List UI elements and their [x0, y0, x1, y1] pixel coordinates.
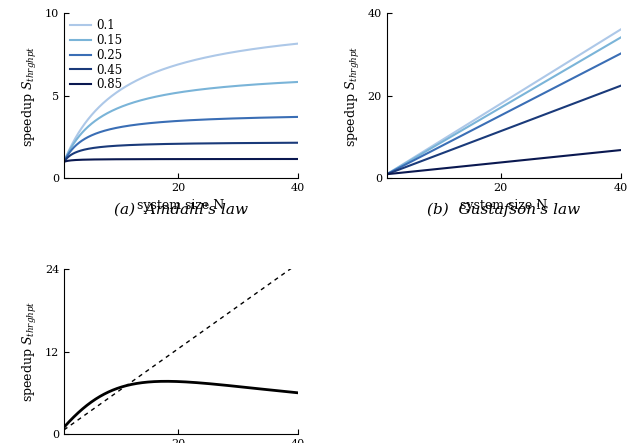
0.15	[102, 112, 109, 117]
0.85	[102, 157, 109, 162]
0.15	[120, 103, 128, 108]
0.1	[120, 85, 128, 90]
0.85	[236, 156, 244, 162]
0.25	[120, 124, 128, 129]
0.1	[198, 56, 205, 61]
Legend: 0.1, 0.15, 0.25, 0.45, 0.85: 0.1, 0.15, 0.25, 0.45, 0.85	[68, 17, 125, 93]
0.25	[102, 128, 109, 133]
0.1	[216, 52, 224, 57]
0.45	[294, 140, 302, 145]
0.45	[102, 144, 109, 149]
X-axis label: system size N: system size N	[460, 199, 547, 212]
0.15	[236, 83, 244, 88]
0.85	[60, 159, 68, 164]
0.15	[294, 79, 302, 85]
0.25	[294, 114, 302, 120]
0.85	[294, 156, 302, 162]
0.45	[216, 140, 224, 146]
Y-axis label: speedup $S_{thrghpt}$: speedup $S_{thrghpt}$	[21, 301, 39, 402]
0.1	[166, 64, 173, 70]
0.25	[236, 116, 244, 121]
0.15	[198, 87, 205, 92]
X-axis label: system size N: system size N	[138, 199, 225, 212]
0.45	[166, 141, 173, 147]
Y-axis label: speedup $S_{thrghpt}$: speedup $S_{thrghpt}$	[344, 45, 362, 147]
Y-axis label: speedup $S_{thrghpt}$: speedup $S_{thrghpt}$	[21, 45, 39, 147]
Text: (b)  Gustafson's law: (b) Gustafson's law	[428, 203, 580, 217]
0.25	[166, 119, 173, 124]
0.25	[216, 116, 224, 121]
Line: 0.1: 0.1	[64, 43, 298, 162]
0.45	[120, 143, 128, 148]
0.1	[60, 159, 68, 164]
0.45	[198, 141, 205, 146]
Line: 0.85: 0.85	[64, 159, 298, 162]
0.25	[60, 159, 68, 164]
0.1	[294, 41, 302, 46]
0.15	[166, 91, 173, 97]
Line: 0.15: 0.15	[64, 82, 298, 162]
0.85	[198, 156, 205, 162]
0.85	[216, 156, 224, 162]
0.15	[216, 85, 224, 90]
0.45	[236, 140, 244, 146]
0.1	[236, 48, 244, 54]
0.15	[60, 159, 68, 164]
0.45	[60, 159, 68, 164]
0.85	[166, 156, 173, 162]
0.1	[102, 98, 109, 104]
0.85	[120, 156, 128, 162]
Line: 0.45: 0.45	[64, 143, 298, 162]
Text: (a)  Amdahl's law: (a) Amdahl's law	[114, 203, 248, 217]
0.25	[198, 117, 205, 122]
Line: 0.25: 0.25	[64, 117, 298, 162]
